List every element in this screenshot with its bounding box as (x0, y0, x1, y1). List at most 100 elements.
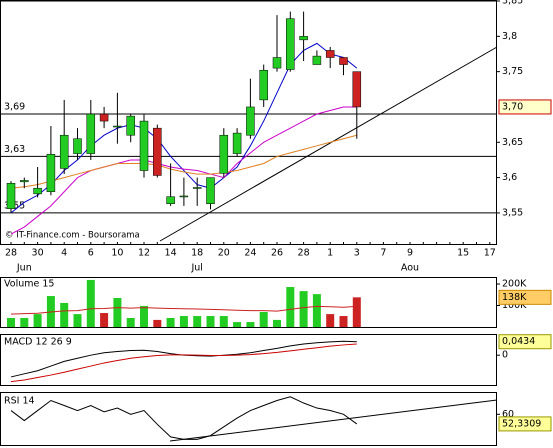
rsi-trend-line (169, 399, 498, 442)
volume-bar (219, 316, 228, 327)
volume-bar (166, 317, 175, 327)
volume-bar (179, 316, 188, 327)
trend-line (159, 46, 498, 242)
volume-bar (100, 313, 109, 327)
candle-body (325, 50, 335, 58)
y-tick-label: 100K (502, 300, 527, 311)
volume-bar (7, 317, 15, 327)
volume-bar (259, 311, 268, 327)
copyright: © IT-Finance.com - Boursorama (5, 231, 140, 241)
rsi-frame (0, 392, 497, 446)
x-tick-label: 1 (327, 248, 333, 259)
volume-bar (339, 316, 348, 327)
last-value-label: 138K (502, 292, 527, 303)
candle-body (232, 132, 242, 154)
volume-bar (352, 297, 361, 327)
last-value-label: 3,70 (502, 101, 523, 112)
y-tick-label: 3,75 (502, 66, 523, 77)
x-tick-label: 4 (61, 248, 67, 259)
candle-body (59, 134, 69, 169)
x-tick-label: 6 (88, 248, 94, 259)
x-tick-label: 7 (380, 248, 386, 259)
candle-body (299, 36, 308, 41)
candle-body (86, 113, 96, 154)
candle-body (206, 177, 215, 204)
level-label: 3,63 (4, 144, 25, 155)
x-tick-label: 15 (457, 248, 469, 259)
x-tick-label: 26 (271, 248, 283, 259)
volume-bar (233, 322, 242, 327)
y-tick-label: 0 (502, 350, 508, 361)
volume-bar (246, 322, 255, 327)
series-line (10, 42, 358, 214)
candle-body (20, 180, 29, 183)
volume-frame (0, 277, 497, 328)
level-label: 3,69 (4, 102, 25, 113)
last-value-box (498, 99, 552, 115)
volume-bar (193, 316, 202, 327)
volume-bar (86, 279, 95, 327)
panel-title: Volume 15 (4, 279, 54, 290)
y-tick-label: 60 (502, 409, 514, 420)
candle-body (259, 69, 268, 101)
candle-body (286, 18, 295, 70)
volume-bar (206, 316, 215, 327)
series-line (10, 305, 357, 315)
x-tick-label: 28 (5, 248, 17, 259)
volume-bar (326, 314, 335, 327)
macd-frame (0, 334, 497, 386)
volume-bar (33, 314, 42, 327)
candle-body (192, 187, 202, 189)
x-tick-label: 12 (138, 248, 150, 259)
volume-bar (286, 287, 295, 327)
y-tick-label: 3,8 (502, 31, 517, 42)
candle-body (6, 183, 16, 209)
candle-body (272, 57, 282, 69)
candle-body (246, 106, 255, 136)
series-line (10, 106, 357, 235)
x-tick-label: 24 (244, 248, 256, 259)
last-value-label: 52,3309 (502, 418, 541, 429)
y-tick-label: 3,55 (502, 207, 523, 218)
month-label: Jun (16, 263, 32, 274)
y-tick-label: 3,85 (502, 0, 523, 7)
y-tick-label: 3,6 (502, 172, 517, 183)
series-line (10, 396, 358, 440)
candle-body (352, 71, 362, 108)
candle-body (126, 115, 135, 136)
volume-bar (312, 294, 321, 327)
volume-bar (113, 297, 122, 327)
month-label: Jul (190, 263, 202, 274)
candle-body (99, 113, 109, 122)
candle-body (33, 187, 42, 195)
x-tick-label: 10 (111, 248, 123, 259)
volume-bar (73, 314, 82, 327)
x-tick-label: 20 (218, 248, 230, 259)
series-line (10, 134, 357, 189)
x-tick-label: 18 (191, 248, 203, 259)
candle-body (46, 154, 56, 192)
last-value-box (498, 334, 552, 350)
volume-bar (60, 302, 69, 327)
x-tick-label: 3 (354, 248, 360, 259)
x-tick-label: 17 (484, 248, 496, 259)
candle-body (166, 196, 175, 204)
volume-bar (153, 319, 162, 327)
y-tick-label: 200K (502, 279, 527, 290)
x-tick-label: 28 (298, 248, 310, 259)
candle-body (139, 120, 149, 171)
last-value-box (498, 289, 552, 305)
candle-body (179, 195, 189, 198)
volume-bar (20, 317, 29, 327)
volume-bar (140, 305, 148, 327)
x-tick-label: 30 (32, 248, 44, 259)
candle-body (339, 57, 348, 65)
candle-body (153, 127, 162, 176)
y-tick-label: 3,65 (502, 137, 523, 148)
candle-body (219, 134, 229, 174)
last-value-label: 0,0434 (502, 336, 535, 347)
volume-bar (273, 319, 281, 327)
x-tick-label: 9 (407, 248, 413, 259)
series-line (10, 343, 357, 383)
